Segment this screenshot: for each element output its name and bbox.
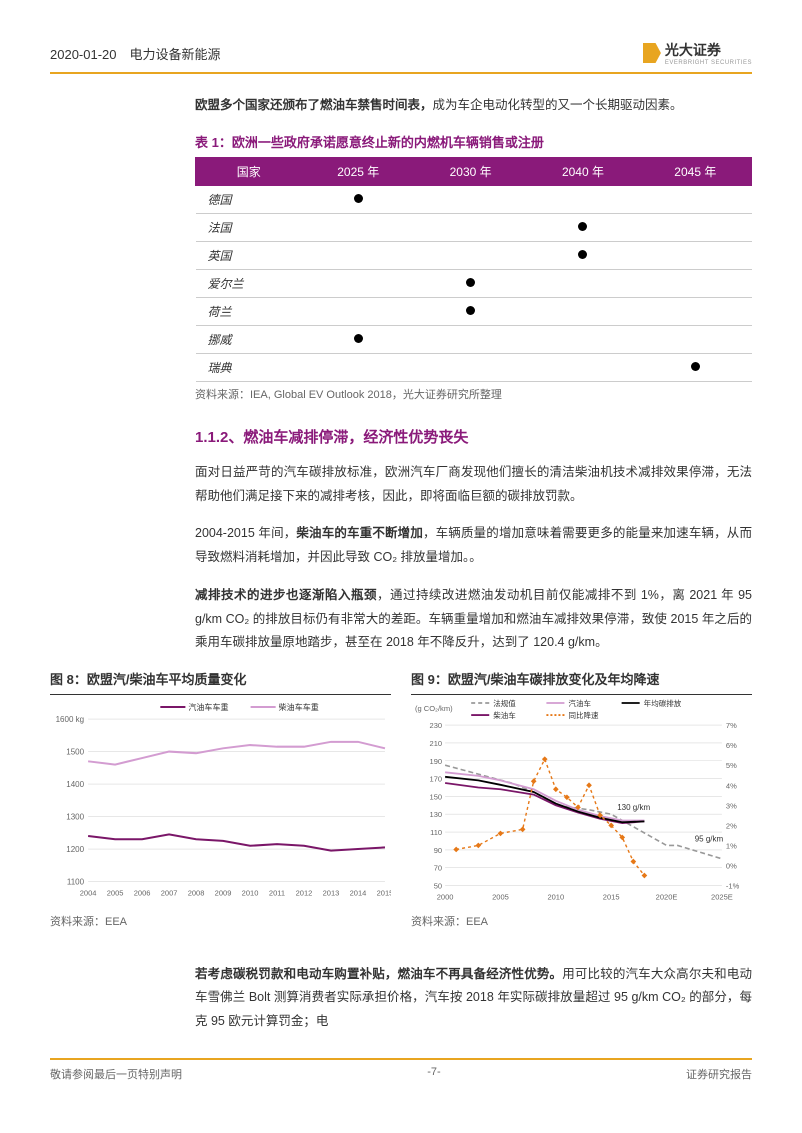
chart8-source: 资料来源：EEA bbox=[50, 913, 391, 929]
svg-text:2%: 2% bbox=[726, 821, 737, 830]
svg-text:2008: 2008 bbox=[188, 889, 205, 898]
svg-text:1%: 1% bbox=[726, 841, 737, 850]
svg-text:1600 kg: 1600 kg bbox=[56, 715, 85, 724]
svg-text:50: 50 bbox=[434, 882, 442, 891]
svg-text:2012: 2012 bbox=[296, 889, 313, 898]
svg-text:2015: 2015 bbox=[603, 893, 620, 902]
subsection-heading: 1.1.2、燃油车减排停滞，经济性优势丧失 bbox=[195, 426, 752, 447]
chart9-source: 资料来源：EEA bbox=[411, 913, 752, 929]
svg-text:7%: 7% bbox=[726, 721, 737, 730]
table1-caption: 表 1：欧洲一些政府承诺愿意终止新的内燃机车辆销售或注册 bbox=[195, 132, 752, 151]
svg-text:2007: 2007 bbox=[161, 889, 178, 898]
svg-text:1400: 1400 bbox=[66, 780, 84, 789]
footer-left: 敬请参阅最后一页特别声明 bbox=[50, 1066, 182, 1082]
footer-right: 证券研究报告 bbox=[686, 1066, 752, 1082]
svg-text:法规值: 法规值 bbox=[493, 698, 516, 708]
svg-text:4%: 4% bbox=[726, 781, 737, 790]
intro-paragraph: 欧盟多个国家还颁布了燃油车禁售时间表，成为车企电动化转型的又一个长期驱动因素。 bbox=[195, 94, 752, 118]
chart8-caption: 图 8：欧盟汽/柴油车平均质量变化 bbox=[50, 669, 391, 688]
footer-page: -7- bbox=[427, 1066, 440, 1082]
page-header: 2020-01-20 电力设备新能源 光大证券 EVERBRIGHT SECUR… bbox=[50, 40, 752, 74]
ice-ban-table: 国家2025 年2030 年2040 年2045 年 德国法国英国爱尔兰荷兰挪威… bbox=[195, 157, 752, 382]
svg-text:230: 230 bbox=[430, 721, 443, 730]
table-row: 英国 bbox=[196, 241, 752, 269]
svg-text:150: 150 bbox=[430, 792, 443, 801]
svg-text:同比降速: 同比降速 bbox=[568, 710, 599, 720]
table1-source: 资料来源：IEA, Global EV Outlook 2018，光大证券研究所… bbox=[195, 386, 752, 402]
svg-text:柴油车: 柴油车 bbox=[493, 710, 516, 720]
svg-text:2015: 2015 bbox=[377, 889, 391, 898]
svg-text:130: 130 bbox=[430, 810, 443, 819]
svg-text:2010: 2010 bbox=[547, 893, 564, 902]
table-row: 法国 bbox=[196, 213, 752, 241]
svg-text:-1%: -1% bbox=[726, 882, 740, 891]
svg-text:90: 90 bbox=[434, 846, 442, 855]
svg-text:2006: 2006 bbox=[134, 889, 151, 898]
svg-text:0%: 0% bbox=[726, 862, 737, 871]
para-4: 若考虑碳税罚款和电动车购置补贴，燃油车不再具备经济性优势。用可比较的汽车大众高尔… bbox=[195, 963, 752, 1034]
table-row: 荷兰 bbox=[196, 297, 752, 325]
svg-text:2013: 2013 bbox=[323, 889, 340, 898]
svg-text:1100: 1100 bbox=[67, 878, 85, 887]
brand-name-en: EVERBRIGHT SECURITIES bbox=[665, 60, 752, 66]
svg-text:190: 190 bbox=[430, 757, 443, 766]
para-3: 减排技术的进步也逐渐陷入瓶颈，通过持续改进燃油发动机目前仅能减排不到 1%，离 … bbox=[195, 584, 752, 655]
chart9-svg: 50 70 90 110 130 150 170 190 210 230 (g CO₂/km) -1%… bbox=[411, 694, 752, 906]
svg-text:110: 110 bbox=[430, 828, 442, 837]
svg-text:2009: 2009 bbox=[215, 889, 232, 898]
svg-text:柴油车车重: 柴油车车重 bbox=[279, 702, 319, 712]
svg-text:5%: 5% bbox=[726, 761, 737, 770]
svg-text:95 g/km: 95 g/km bbox=[695, 834, 724, 843]
svg-text:(g CO₂/km): (g CO₂/km) bbox=[415, 704, 453, 713]
logo-icon bbox=[643, 43, 661, 63]
svg-text:2000: 2000 bbox=[437, 893, 454, 902]
svg-text:70: 70 bbox=[434, 864, 442, 873]
para-1: 面对日益严苛的汽车碳排放标准，欧洲汽车厂商发现他们擅长的清洁柴油机技术减排效果停… bbox=[195, 461, 752, 509]
chart8-svg: 1100 1200 1300 1400 1500 1600 kg 2004 2005 2006 2… bbox=[50, 694, 391, 906]
header-date-section: 2020-01-20 电力设备新能源 bbox=[50, 44, 221, 63]
svg-text:2010: 2010 bbox=[242, 889, 259, 898]
chart8-block: 图 8：欧盟汽/柴油车平均质量变化 1100 1200 1300 1400 1500 16… bbox=[50, 669, 391, 953]
svg-text:2005: 2005 bbox=[492, 893, 509, 902]
svg-text:2011: 2011 bbox=[269, 889, 285, 898]
svg-text:3%: 3% bbox=[726, 801, 737, 810]
svg-text:1500: 1500 bbox=[66, 748, 84, 757]
table-row: 瑞典 bbox=[196, 353, 752, 381]
table-row: 爱尔兰 bbox=[196, 269, 752, 297]
chart9-caption: 图 9：欧盟汽/柴油车碳排放变化及年均降速 bbox=[411, 669, 752, 688]
svg-text:170: 170 bbox=[430, 775, 443, 784]
svg-text:年均碳排放: 年均碳排放 bbox=[644, 698, 682, 708]
svg-text:2004: 2004 bbox=[80, 889, 97, 898]
svg-text:汽油车车重: 汽油车车重 bbox=[188, 702, 228, 712]
svg-text:6%: 6% bbox=[726, 741, 737, 750]
brand-logo: 光大证券 EVERBRIGHT SECURITIES bbox=[643, 40, 752, 66]
page-footer: 敬请参阅最后一页特别声明 -7- 证券研究报告 bbox=[50, 1058, 752, 1082]
svg-text:130 g/km: 130 g/km bbox=[617, 803, 650, 812]
svg-text:2005: 2005 bbox=[107, 889, 124, 898]
svg-text:2020E: 2020E bbox=[656, 893, 678, 902]
chart9-block: 图 9：欧盟汽/柴油车碳排放变化及年均降速 50 70 90 110 130 150 170… bbox=[411, 669, 752, 953]
svg-text:2025E: 2025E bbox=[711, 893, 733, 902]
brand-name-cn: 光大证券 bbox=[665, 40, 752, 60]
table-row: 德国 bbox=[196, 185, 752, 213]
para-2: 2004-2015 年间，柴油车的车重不断增加，车辆质量的增加意味着需要更多的能… bbox=[195, 522, 752, 570]
svg-text:汽油车: 汽油车 bbox=[568, 698, 591, 708]
svg-text:1200: 1200 bbox=[66, 845, 84, 854]
svg-text:210: 210 bbox=[430, 739, 443, 748]
svg-text:1300: 1300 bbox=[66, 813, 84, 822]
svg-text:2014: 2014 bbox=[350, 889, 367, 898]
table-row: 挪威 bbox=[196, 325, 752, 353]
